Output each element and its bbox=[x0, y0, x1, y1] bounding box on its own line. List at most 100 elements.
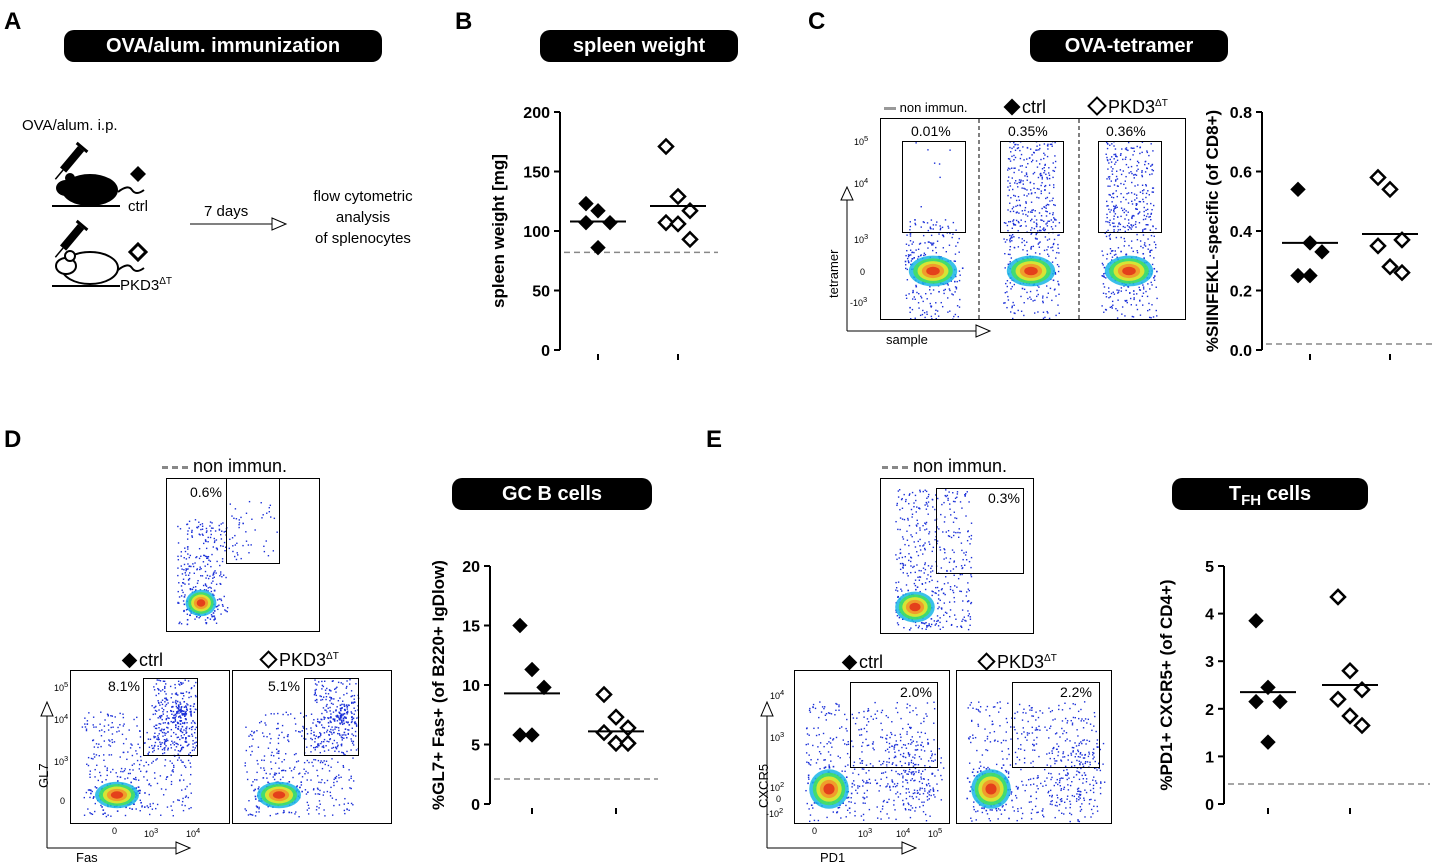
y-tick-label: 3 bbox=[1205, 654, 1214, 671]
d-legend-nonimmun: non immun. bbox=[162, 456, 287, 477]
ctrl-data-point bbox=[1248, 613, 1264, 629]
pkd3-data-point bbox=[1353, 680, 1371, 699]
d-ytick-1e4: 104 bbox=[54, 712, 69, 725]
e-gate-pkd3 bbox=[1012, 682, 1100, 768]
y-tick-label: 0.6 bbox=[1230, 165, 1252, 182]
c-percent-pkd3: 0.36% bbox=[1106, 123, 1146, 139]
pkd3-data-point bbox=[607, 734, 625, 753]
panel-letter-c: C bbox=[808, 8, 826, 35]
c-legend-ctrl: ctrl bbox=[1003, 97, 1046, 118]
d-flow-density-pkd3 bbox=[244, 679, 360, 818]
e-flow-pkd3 bbox=[956, 670, 1112, 824]
y-tick-label: 0.4 bbox=[1230, 224, 1252, 241]
pkd3-data-point bbox=[1353, 716, 1371, 735]
y-tick-label: 15 bbox=[462, 619, 480, 636]
d-ytick-0: 0 bbox=[60, 796, 66, 806]
flow-event-cloud bbox=[967, 701, 1099, 823]
y-tick-label: 10 bbox=[462, 678, 480, 695]
ctrl-data-point bbox=[1248, 693, 1264, 710]
ctrl-data-point bbox=[1290, 267, 1306, 284]
e-axis-x-label: PD1 bbox=[820, 850, 846, 865]
flow-event-cloud bbox=[807, 765, 854, 814]
d-percent-ctrl: 8.1% bbox=[108, 678, 140, 694]
ctrl-data-point bbox=[524, 727, 540, 743]
pkd3-mouse-icon bbox=[52, 250, 145, 287]
panel-letter-b: B bbox=[455, 8, 473, 35]
flow-event-cloud bbox=[895, 586, 945, 631]
e-xtick-0: 0 bbox=[812, 826, 818, 836]
dash-line-icon bbox=[884, 107, 896, 111]
e-ytick-neg: -102 bbox=[766, 806, 784, 819]
pkd3-data-point bbox=[595, 685, 613, 704]
c-gate-nonimmun bbox=[902, 141, 966, 233]
syringe-icon bbox=[54, 219, 89, 258]
y-tick-label: 20 bbox=[462, 559, 480, 576]
pkd3-data-point bbox=[681, 230, 699, 249]
ctrl-data-point bbox=[1272, 693, 1288, 710]
d-xtick-1e4: 104 bbox=[186, 826, 201, 839]
y-tick-label: 150 bbox=[523, 165, 550, 182]
mice-illustration bbox=[52, 141, 149, 287]
e-axis-y-label: CXCR5 bbox=[756, 763, 771, 808]
ctrl-data-point bbox=[590, 239, 606, 256]
ctrl-data-point bbox=[578, 195, 594, 212]
panel-d-title: GC B cells bbox=[452, 478, 652, 510]
e-percent-pkd3: 2.2% bbox=[1060, 684, 1092, 700]
pkd3-data-point bbox=[1369, 168, 1387, 187]
filled-diamond-icon bbox=[1003, 98, 1021, 116]
e-xtick-1e3: 103 bbox=[858, 826, 873, 839]
y-axis-label: %PD1+ CXCR5+ (of CD4+) bbox=[1157, 579, 1176, 790]
e-percent-ctrl: 2.0% bbox=[900, 684, 932, 700]
gc-b-cells-chart: 0 5 10 15 20 %GL7+ Fas+ (of B220+ IgDlow) bbox=[429, 559, 658, 814]
open-diamond-icon bbox=[977, 652, 996, 671]
e-gate-nonimmun bbox=[936, 488, 1024, 574]
flow-event-cloud bbox=[151, 679, 198, 752]
pkd3-data-point bbox=[681, 202, 699, 220]
filled-diamond-icon bbox=[121, 652, 138, 669]
y-axis-label: %SIINFEKL-specific (of CD8+) bbox=[1204, 110, 1222, 352]
flow-event-cloud bbox=[1007, 141, 1057, 232]
flow-event-cloud bbox=[170, 700, 194, 734]
y-tick-label: 1 bbox=[1205, 749, 1214, 766]
e-flow-density-nonimmun bbox=[895, 489, 973, 631]
c-percent-nonimmun: 0.01% bbox=[911, 123, 951, 139]
c-ytick-1e4: 104 bbox=[854, 176, 869, 189]
panel-letter-a: A bbox=[4, 8, 22, 35]
d-label-pkd3: PKD3ΔT bbox=[259, 650, 339, 671]
d-ytick-1e3: 103 bbox=[54, 754, 69, 767]
flow-event-cloud bbox=[1006, 255, 1057, 290]
panel-letter-e: E bbox=[706, 426, 723, 453]
e-flow-nonimmun bbox=[880, 478, 1034, 634]
pkd3-data-point bbox=[657, 213, 675, 232]
flow-event-cloud bbox=[904, 255, 964, 293]
c-ytick-0: 0 bbox=[860, 267, 866, 277]
pkd3-data-point bbox=[607, 708, 625, 726]
y-tick-label: 0 bbox=[471, 797, 480, 814]
e-legend-nonimmun: non immun. bbox=[882, 456, 1007, 477]
ctrl-data-point bbox=[1260, 679, 1276, 696]
d-xtick-0: 0 bbox=[112, 826, 118, 836]
flow-event-cloud bbox=[250, 773, 309, 814]
y-tick-label: 0.0 bbox=[1230, 343, 1252, 360]
ctrl-data-point bbox=[590, 203, 606, 219]
e-label-pkd3: PKD3ΔT bbox=[977, 652, 1057, 673]
e-ytick-1e4: 104 bbox=[770, 688, 785, 701]
c-legend-pkd3: PKD3ΔT bbox=[1087, 96, 1168, 118]
d-ytick-1e5: 105 bbox=[54, 680, 69, 693]
ctrl-data-point bbox=[1260, 734, 1276, 750]
c-flow-density bbox=[904, 119, 1158, 319]
c-gate-ctrl bbox=[1000, 141, 1064, 233]
panel-c-title: OVA-tetramer bbox=[1030, 30, 1228, 62]
ctrl-data-point bbox=[578, 214, 594, 231]
y-axis-label: %GL7+ Fas+ (of B220+ IgDlow) bbox=[429, 560, 448, 810]
y-tick-label: 100 bbox=[523, 224, 550, 241]
y-axis-label: spleen weight [mg] bbox=[490, 154, 508, 308]
c-ytick-1e3: 103 bbox=[854, 232, 869, 245]
e-label-ctrl: ctrl bbox=[841, 652, 883, 673]
pkd3-data-point bbox=[1329, 588, 1347, 606]
y-tick-label: 5 bbox=[471, 738, 480, 755]
ctrl-label: ctrl bbox=[128, 198, 148, 215]
dash-line-icon bbox=[882, 465, 908, 469]
pkd3-data-point bbox=[1329, 690, 1347, 709]
flow-event-cloud bbox=[1105, 141, 1155, 233]
